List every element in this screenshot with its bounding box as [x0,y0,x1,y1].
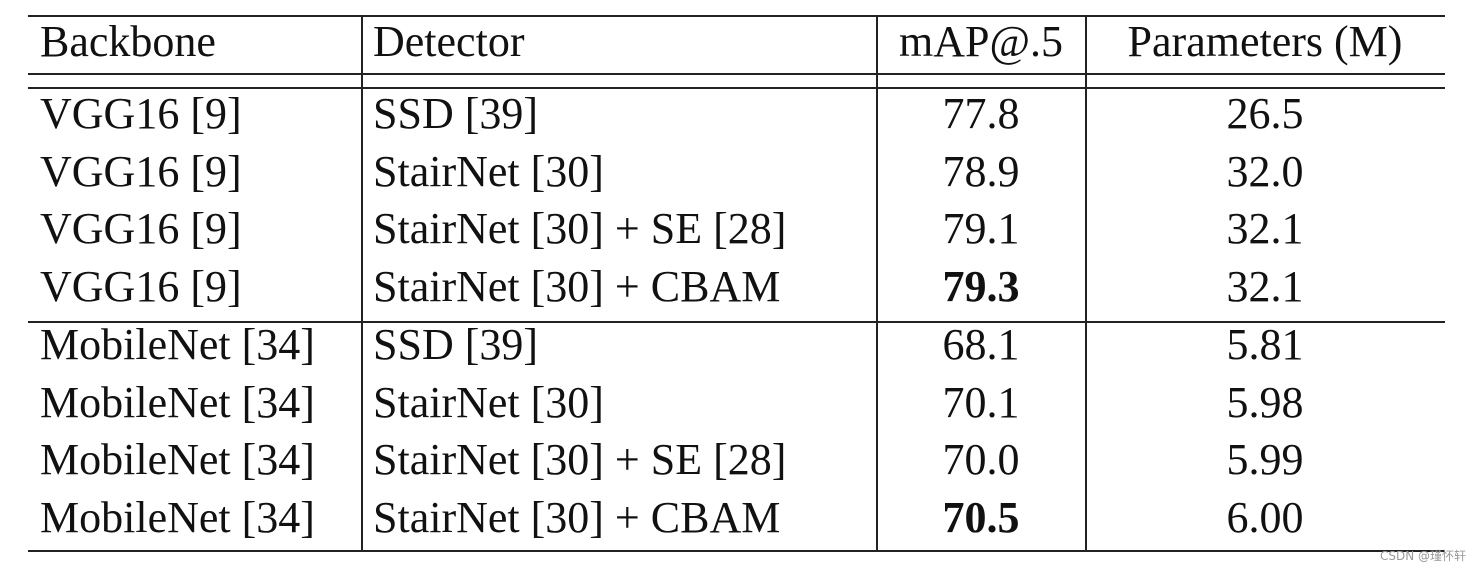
table-cell: 70.1 [942,377,1020,427]
table-cell: 68.1 [942,320,1020,369]
table-cell: 32.1 [1226,262,1304,312]
table-cell: 5.81 [1226,320,1304,369]
rule [28,87,1445,89]
table-cell: StairNet [30] [373,377,604,427]
column-rule [1085,15,1087,552]
column-rule [876,15,878,552]
table-cell: VGG16 [9] [40,89,242,138]
rule [28,15,1445,17]
table-cell: 78.9 [942,146,1020,196]
column-rule [361,15,363,552]
header-cell: Parameters (M) [1127,17,1403,66]
table-cell: 5.99 [1226,435,1304,484]
table-cell: 32.1 [1226,204,1304,254]
table-cell: 6.00 [1226,492,1304,542]
table-cell: 79.3 [942,262,1020,312]
table-cell: SSD [39] [373,89,539,138]
table-cell: VGG16 [9] [40,146,242,196]
table-cell: MobileNet [34] [40,435,315,484]
rule [28,550,1445,552]
table-cell: MobileNet [34] [40,320,315,369]
table-cell: MobileNet [34] [40,377,315,427]
table-cell: SSD [39] [373,320,539,369]
table-cell: 79.1 [942,204,1020,254]
table-cell: VGG16 [9] [40,204,242,254]
table-cell: StairNet [30] [373,146,604,196]
table-cell: 26.5 [1226,89,1304,138]
table-cell: 70.5 [942,492,1020,542]
header-cell: Detector [373,17,525,66]
header-cell: mAP@.5 [899,17,1063,66]
header-cell: Backbone [40,17,216,66]
table-cell: StairNet [30] + SE [28] [373,204,787,254]
watermark: CSDN @瑾怀轩 [1379,549,1466,563]
table-cell: 77.8 [942,89,1020,138]
table-cell: StairNet [30] + CBAM [373,492,781,542]
table-cell: StairNet [30] + CBAM [373,262,781,312]
table-cell: 70.0 [942,435,1020,484]
table-cell: StairNet [30] + SE [28] [373,435,787,484]
table-cell: MobileNet [34] [40,492,315,542]
rule [28,321,1445,323]
table-cell: 5.98 [1226,377,1304,427]
rule [28,73,1445,75]
table-cell: 32.0 [1226,146,1304,196]
table-cell: VGG16 [9] [40,262,242,312]
